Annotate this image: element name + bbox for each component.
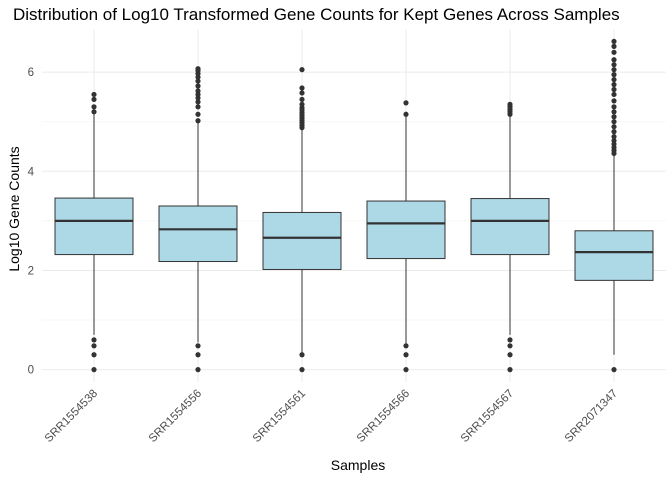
outlier-point bbox=[611, 119, 617, 125]
outlier-point bbox=[611, 124, 617, 130]
y-axis-title: Log10 Gene Counts bbox=[6, 146, 22, 271]
outlier-point bbox=[91, 91, 97, 98]
y-axis-ticks: 0 2 4 6 bbox=[28, 67, 35, 376]
outlier-point bbox=[611, 137, 617, 144]
outlier-point bbox=[403, 343, 409, 349]
y-tick-label: 2 bbox=[28, 265, 34, 277]
outlier-point bbox=[195, 78, 201, 84]
outlier-point bbox=[195, 111, 201, 117]
outlier-point bbox=[611, 114, 617, 120]
outlier-point bbox=[299, 96, 305, 103]
outlier-point bbox=[195, 104, 201, 110]
outlier-point bbox=[507, 367, 513, 373]
outlier-point bbox=[611, 98, 617, 104]
outlier-point bbox=[91, 337, 97, 343]
outlier-point bbox=[611, 67, 617, 73]
x-axis-title: Samples bbox=[331, 457, 385, 473]
y-tick-label: 0 bbox=[28, 365, 34, 377]
outlier-point bbox=[611, 62, 617, 68]
outlier-point bbox=[611, 133, 617, 140]
x-axis-ticks: SRR1554538 SRR1554556 SRR1554561 SRR1554566… bbox=[43, 388, 620, 445]
outlier-point bbox=[299, 90, 305, 96]
outlier-point bbox=[611, 129, 617, 135]
box-group bbox=[54, 91, 134, 373]
outlier-point bbox=[195, 99, 201, 105]
outlier-point bbox=[611, 57, 617, 63]
outlier-point bbox=[611, 76, 617, 83]
outlier-point bbox=[91, 343, 97, 349]
outlier-point bbox=[91, 104, 97, 110]
box-iqr bbox=[158, 205, 238, 263]
box-iqr bbox=[262, 211, 342, 270]
outlier-point bbox=[403, 352, 409, 358]
outlier-point bbox=[299, 67, 305, 73]
outlier-point bbox=[195, 352, 201, 358]
y-tick-label: 4 bbox=[28, 166, 35, 178]
grid-lines bbox=[42, 30, 666, 382]
box-group bbox=[158, 66, 238, 373]
x-tick-label: SRR1554566 bbox=[355, 388, 412, 445]
x-tick-label: SRR1554561 bbox=[251, 388, 308, 445]
outlier-point bbox=[195, 343, 201, 349]
outlier-point bbox=[91, 352, 97, 358]
x-tick-label: SRR1554556 bbox=[147, 388, 204, 445]
box-group bbox=[366, 100, 446, 373]
outlier-point bbox=[611, 86, 617, 93]
outlier-point bbox=[507, 337, 513, 343]
outlier-point bbox=[611, 104, 617, 110]
outlier-point bbox=[195, 118, 201, 124]
outlier-point bbox=[403, 367, 409, 373]
outlier-point bbox=[299, 85, 305, 91]
box-iqr bbox=[366, 200, 446, 260]
outlier-point bbox=[611, 38, 617, 45]
box-series bbox=[54, 38, 654, 373]
box-iqr bbox=[54, 197, 134, 256]
box-iqr bbox=[470, 198, 550, 256]
outlier-point bbox=[299, 101, 305, 107]
outlier-point bbox=[195, 83, 201, 89]
box-iqr bbox=[574, 230, 654, 281]
outlier-point bbox=[611, 72, 617, 78]
x-tick-label: SRR1554538 bbox=[43, 388, 100, 445]
x-tick-label: SRR2071347 bbox=[563, 388, 620, 445]
outlier-point bbox=[507, 101, 513, 107]
outlier-point bbox=[507, 343, 513, 349]
outlier-point bbox=[507, 352, 513, 358]
box-group bbox=[574, 38, 654, 373]
outlier-point bbox=[91, 96, 97, 103]
outlier-point bbox=[299, 352, 305, 358]
outlier-point bbox=[611, 43, 617, 49]
outlier-point bbox=[91, 109, 97, 115]
x-tick-label: SRR1554567 bbox=[459, 388, 516, 445]
outlier-point bbox=[611, 81, 617, 88]
outlier-point bbox=[195, 66, 201, 72]
outlier-point bbox=[611, 49, 617, 55]
outlier-point bbox=[611, 367, 617, 373]
chart-title: Distribution of Log10 Transformed Gene C… bbox=[13, 5, 620, 24]
y-tick-label: 6 bbox=[28, 67, 34, 79]
outlier-point bbox=[195, 367, 201, 373]
outlier-point bbox=[195, 88, 201, 94]
outlier-point bbox=[611, 91, 617, 98]
outlier-point bbox=[91, 367, 97, 373]
outlier-point bbox=[403, 111, 409, 117]
box-group bbox=[262, 67, 342, 373]
box-group bbox=[470, 101, 550, 373]
outlier-point bbox=[299, 367, 305, 373]
outlier-point bbox=[403, 100, 409, 106]
outlier-point bbox=[611, 109, 617, 115]
